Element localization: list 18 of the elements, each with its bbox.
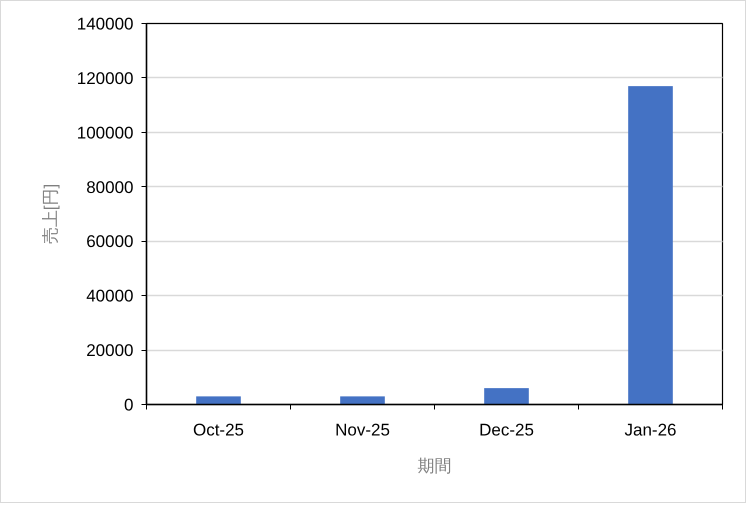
y-axis-title: 売上[円] bbox=[40, 184, 60, 244]
y-tick-label: 40000 bbox=[86, 286, 134, 306]
x-tick-label: Nov-25 bbox=[335, 420, 390, 440]
x-tick-label: Oct-25 bbox=[192, 420, 244, 440]
bar bbox=[628, 86, 673, 404]
y-tick-label: 60000 bbox=[86, 232, 134, 252]
bar bbox=[196, 396, 241, 404]
x-tick-label: Dec-25 bbox=[479, 420, 534, 440]
x-tick-label: Jan-26 bbox=[624, 420, 676, 440]
y-tick-label: 80000 bbox=[86, 178, 134, 197]
y-tick-label: 100000 bbox=[76, 123, 134, 142]
y-tick-label: 20000 bbox=[86, 341, 134, 360]
y-tick-label: 140000 bbox=[76, 14, 134, 34]
bar bbox=[484, 388, 529, 404]
x-axis-title: 期間 bbox=[418, 456, 452, 476]
y-tick-label: 0 bbox=[124, 396, 134, 414]
bar bbox=[340, 396, 385, 404]
y-tick-label: 120000 bbox=[76, 68, 134, 88]
